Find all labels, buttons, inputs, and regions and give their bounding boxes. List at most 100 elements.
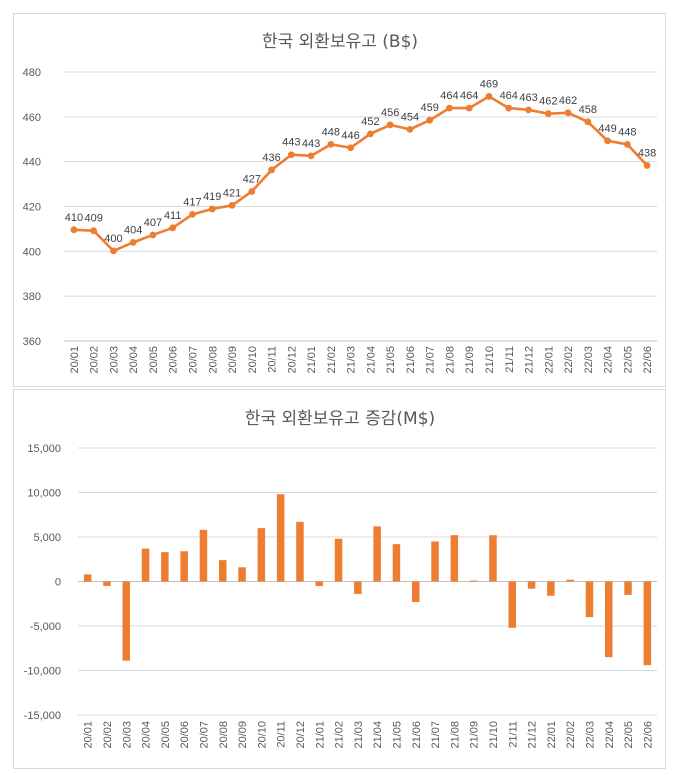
bar (141, 548, 150, 582)
data-label: 462 (539, 96, 557, 108)
fx-reserves-line-chart: 한국 외환보유고 (B$) 360 380 400 420 440 460 480 20/0… (13, 13, 666, 387)
x-tick-label: 22/04 (604, 721, 616, 749)
x-tick-label: 21/11 (504, 346, 516, 373)
bar (412, 581, 420, 602)
data-label: 449 (598, 123, 616, 135)
data-label: 454 (401, 111, 419, 123)
data-point (604, 137, 611, 145)
bar (315, 581, 323, 586)
data-point (149, 231, 157, 239)
x-tick-label: 21/06 (411, 721, 423, 749)
y-tick-label: 400 (23, 246, 41, 258)
data-label: 459 (421, 102, 439, 114)
data-point (366, 130, 374, 138)
x-tick-label: 20/07 (198, 721, 210, 749)
data-label: 448 (322, 126, 340, 138)
data-label: 446 (341, 130, 359, 142)
x-tick-label: 20/08 (218, 721, 230, 749)
bar (103, 581, 111, 586)
x-tick-label: 22/01 (543, 346, 555, 374)
data-point (287, 151, 295, 159)
data-point (584, 118, 592, 126)
x-tick-label: 22/02 (565, 721, 577, 749)
x-tick-label: 21/02 (334, 721, 346, 749)
data-point (426, 116, 434, 124)
data-point (327, 141, 335, 148)
bar (354, 581, 362, 594)
x-tick-label: 21/04 (372, 721, 384, 749)
x-tick-label: 21/03 (353, 721, 365, 749)
data-label: 417 (183, 196, 201, 208)
bar (392, 544, 401, 582)
line-chart-title: 한국 외환보유고 (B$) (262, 32, 418, 52)
data-point (564, 109, 572, 117)
bar (238, 567, 246, 582)
data-label: 404 (124, 224, 142, 236)
data-label: 463 (519, 92, 537, 104)
bar (373, 526, 381, 582)
x-tick-label: 22/03 (583, 346, 595, 374)
data-label: 421 (223, 187, 241, 199)
bar (296, 521, 304, 582)
x-tick-label: 20/12 (295, 721, 307, 749)
y-tick-label: -15,000 (24, 710, 61, 722)
data-label: 410 (65, 212, 83, 224)
bar (489, 535, 497, 582)
x-tick-label: 20/05 (160, 721, 172, 749)
x-tick-label: 20/05 (148, 346, 160, 374)
x-tick-label: 21/01 (306, 346, 318, 374)
x-tick-label: 20/04 (141, 721, 153, 749)
data-point (307, 152, 315, 160)
x-tick-label: 20/09 (237, 721, 249, 749)
x-tick-label: 20/10 (256, 721, 268, 749)
bar (219, 560, 227, 582)
x-tick-label: 22/04 (603, 346, 615, 374)
x-tick-label: 20/04 (128, 346, 140, 374)
data-label: 443 (302, 138, 320, 150)
x-tick-label: 20/11 (267, 346, 279, 373)
bar (585, 581, 594, 618)
data-label: 464 (460, 90, 478, 102)
x-tick-label: 21/12 (524, 346, 536, 374)
data-point (169, 224, 177, 232)
x-tick-label: 21/09 (469, 721, 481, 749)
data-label: 427 (243, 173, 261, 185)
data-point (623, 141, 631, 148)
x-tick-label: 20/02 (102, 721, 114, 749)
y-tick-label: -10,000 (24, 666, 61, 678)
x-tick-label: 22/03 (584, 721, 596, 749)
data-point (525, 106, 532, 114)
x-tick-label: 22/06 (642, 346, 654, 374)
data-label: 419 (203, 191, 221, 203)
x-tick-label: 20/10 (247, 346, 259, 374)
data-point (544, 110, 552, 118)
y-tick-label: 5,000 (33, 532, 61, 544)
x-tick-label: 22/01 (546, 721, 558, 749)
data-label: 458 (579, 104, 597, 116)
data-label: 452 (361, 116, 379, 128)
bar (547, 581, 555, 596)
y-tick-label: -5,000 (30, 621, 61, 633)
x-tick-label: 22/02 (563, 346, 575, 374)
data-point (465, 104, 473, 112)
bar (161, 552, 169, 582)
data-label: 464 (500, 90, 518, 102)
data-point (386, 121, 394, 129)
x-tick-label: 21/07 (425, 346, 437, 374)
x-tick-label: 20/01 (83, 721, 95, 749)
data-label: 469 (480, 78, 498, 90)
data-label: 438 (638, 147, 656, 159)
data-point (248, 188, 256, 195)
bar (508, 581, 516, 628)
x-tick-label: 20/07 (187, 346, 199, 374)
bar (83, 574, 92, 582)
line-chart-svg: 한국 외환보유고 (B$) 360 380 400 420 440 460 480 20/0… (23, 32, 657, 374)
data-point (189, 210, 196, 218)
x-tick-label: 21/07 (430, 721, 442, 749)
x-tick-label: 20/02 (89, 346, 101, 374)
x-tick-label: 20/03 (121, 721, 133, 749)
y-tick-label: 420 (23, 202, 41, 214)
y-tick-label: 15,000 (27, 443, 61, 455)
data-label: 448 (618, 126, 636, 138)
